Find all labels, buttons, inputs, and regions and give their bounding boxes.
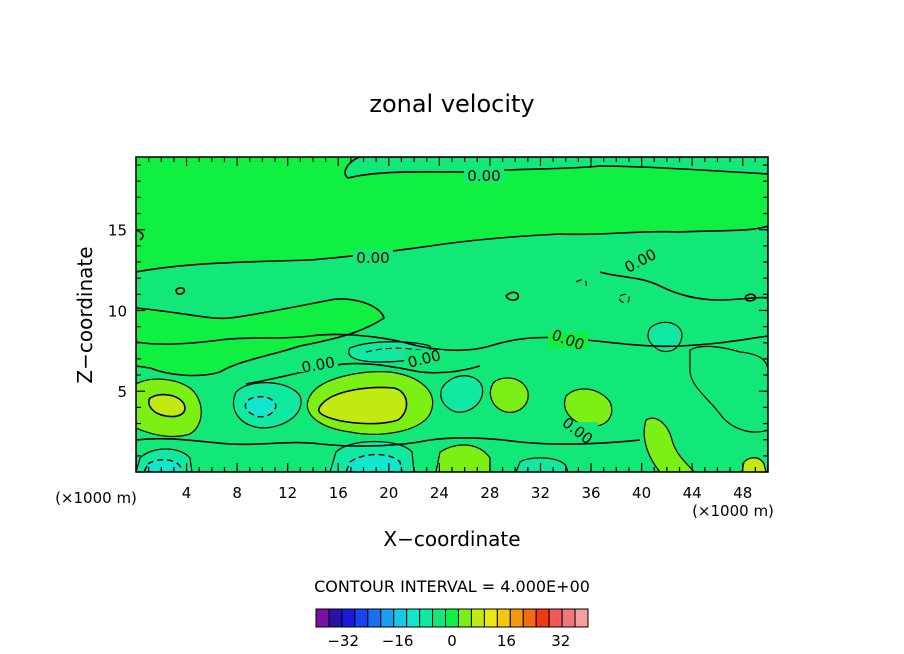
x-tick-label: 32 [531, 484, 550, 502]
right-westerly-2 [741, 457, 767, 472]
contour-label: 0.00 [467, 167, 500, 185]
easterly-max-3 [244, 395, 277, 418]
colorbar-swatch [393, 608, 408, 628]
colorbar-swatch [419, 608, 434, 628]
colorbar-swatch [328, 608, 343, 628]
colorbar-swatch [470, 608, 485, 628]
easterly-core-7 [647, 321, 683, 353]
easterly-core-5 [515, 457, 569, 472]
westerly-max-center [317, 386, 408, 425]
colorbar-swatch [509, 608, 524, 628]
y-tick-label: 10 [108, 302, 127, 320]
westerly-core-right-a [489, 377, 529, 413]
colorbar-swatch [406, 608, 421, 628]
x-tick-label: 40 [632, 484, 651, 502]
x-tick-label: 24 [430, 484, 449, 502]
contour-line-b [136, 437, 641, 447]
colorbar-swatch [315, 608, 330, 628]
y-axis-label: Z−coordinate [73, 246, 97, 383]
chart-title: zonal velocity [369, 90, 534, 118]
colorbar-swatch [445, 608, 459, 628]
colorbar-swatch [457, 608, 472, 628]
x-axis: 4 8 12 16 20 24 28 32 36 40 44 48 [135, 157, 769, 502]
x-tick-label: 16 [329, 484, 348, 502]
contour-line-e [136, 229, 768, 301]
colorbar: −32 −16 0 16 32 [315, 608, 589, 650]
x-tick-label: 8 [232, 484, 242, 502]
colorbar-swatch [574, 608, 589, 628]
y-tick-label: 5 [117, 383, 127, 401]
colorbar-tick-label: −32 [327, 632, 359, 650]
x-unit-right: (×1000 m) [692, 502, 774, 520]
contour-line-f [365, 279, 630, 353]
westerly-core-right-b [564, 388, 613, 427]
colorbar-tick-label: 0 [447, 632, 457, 650]
x-tick-label: 36 [581, 484, 600, 502]
x-tick-label: 48 [733, 484, 752, 502]
colorbar-tick-label: 32 [551, 632, 570, 650]
colorbar-swatch [341, 608, 356, 628]
colorbar-tick-label: −16 [382, 632, 414, 650]
right-structure [689, 345, 768, 433]
y-tick-label: 15 [108, 222, 127, 240]
colorbar-swatch [496, 608, 511, 628]
colorbar-swatch [432, 608, 447, 628]
colorbar-swatch [535, 608, 550, 628]
colorbar-swatch [548, 608, 563, 628]
contour-line-a [136, 333, 768, 352]
colorbar-swatch [367, 608, 382, 628]
colorbar-swatch [561, 608, 576, 628]
colorbar-swatch [380, 608, 395, 628]
easterly-core-2 [440, 375, 484, 413]
x-tick-label: 20 [379, 484, 398, 502]
contour-label: 0.00 [356, 249, 389, 267]
contour-interval: CONTOUR INTERVAL = 4.000E+00 [314, 577, 590, 596]
colorbar-swatch [522, 608, 537, 628]
x-tick-label: 28 [480, 484, 499, 502]
colorbar-tick-label: 16 [497, 632, 516, 650]
x-axis-label: X−coordinate [383, 527, 520, 551]
x-tick-label: 12 [278, 484, 297, 502]
colorbar-swatch [483, 608, 498, 628]
contour-labels: 0.00 0.00 0.00 0.00 0.00 0.00 0.00 [298, 167, 660, 448]
easterly-max-2 [143, 459, 183, 472]
plot-area [136, 157, 768, 472]
contour-label: 0.00 [300, 353, 336, 377]
westerly-max-left [148, 393, 186, 418]
x-tick-label: 44 [683, 484, 702, 502]
x-tick-label: 4 [182, 484, 192, 502]
right-westerly [643, 417, 695, 472]
contour-line-c [245, 362, 481, 385]
x-unit-left: (×1000 m) [55, 489, 137, 507]
y-axis: 5 10 15 [108, 164, 768, 473]
colorbar-swatch [354, 608, 369, 628]
